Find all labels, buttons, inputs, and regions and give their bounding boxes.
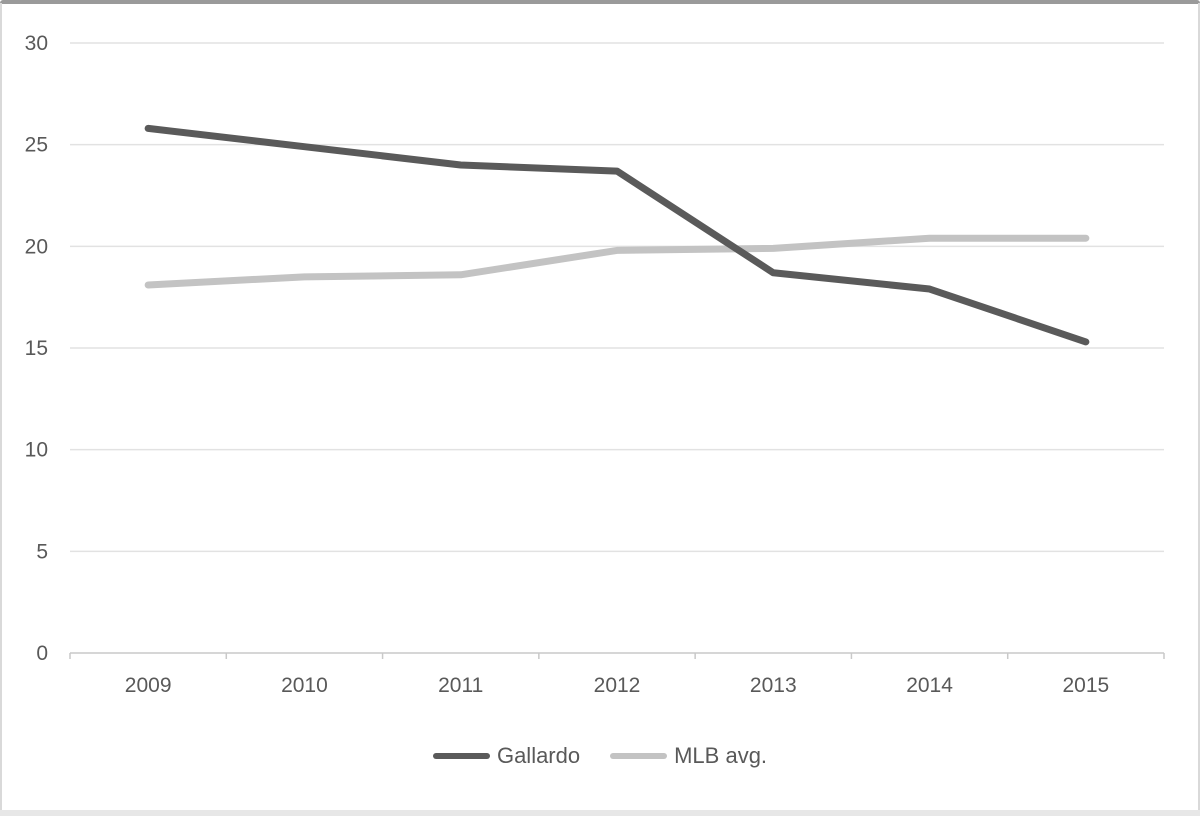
x-axis-label: 2011 xyxy=(438,674,483,697)
x-axis-label: 2013 xyxy=(750,674,797,697)
legend-item-gallardo: Gallardo xyxy=(432,743,581,768)
x-axis-label: 2012 xyxy=(594,674,641,697)
frame-left-border xyxy=(0,3,2,811)
legend-label-gallardo: Gallardo xyxy=(496,743,581,768)
y-axis-label: 15 xyxy=(25,337,48,360)
frame-right-border xyxy=(1198,3,1200,811)
mlb-avg-line-swatch xyxy=(610,753,668,759)
series-line-gallardo xyxy=(144,124,1090,346)
y-axis-label: 0 xyxy=(36,642,48,665)
series-line-mlb-avg xyxy=(144,234,1090,289)
y-axis-label: 25 xyxy=(25,134,48,157)
x-axis-label: 2010 xyxy=(281,674,328,697)
frame-bottom-border xyxy=(0,810,1200,816)
x-axis-label: 2015 xyxy=(1062,674,1109,697)
legend-item-mlb-avg: MLB avg. xyxy=(610,745,767,767)
y-axis-label: 5 xyxy=(36,540,48,563)
x-axis-label: 2009 xyxy=(125,674,172,697)
chart-legend: Gallardo MLB avg. xyxy=(0,745,1200,767)
x-axis-label: 2014 xyxy=(906,674,953,697)
frame-top-border xyxy=(0,0,1200,4)
y-axis-label: 30 xyxy=(25,32,48,55)
y-axis-label: 10 xyxy=(25,439,48,462)
y-axis-label: 20 xyxy=(25,235,48,258)
gallardo-line-swatch xyxy=(432,753,490,759)
legend-label-mlb-avg: MLB avg. xyxy=(674,743,768,768)
